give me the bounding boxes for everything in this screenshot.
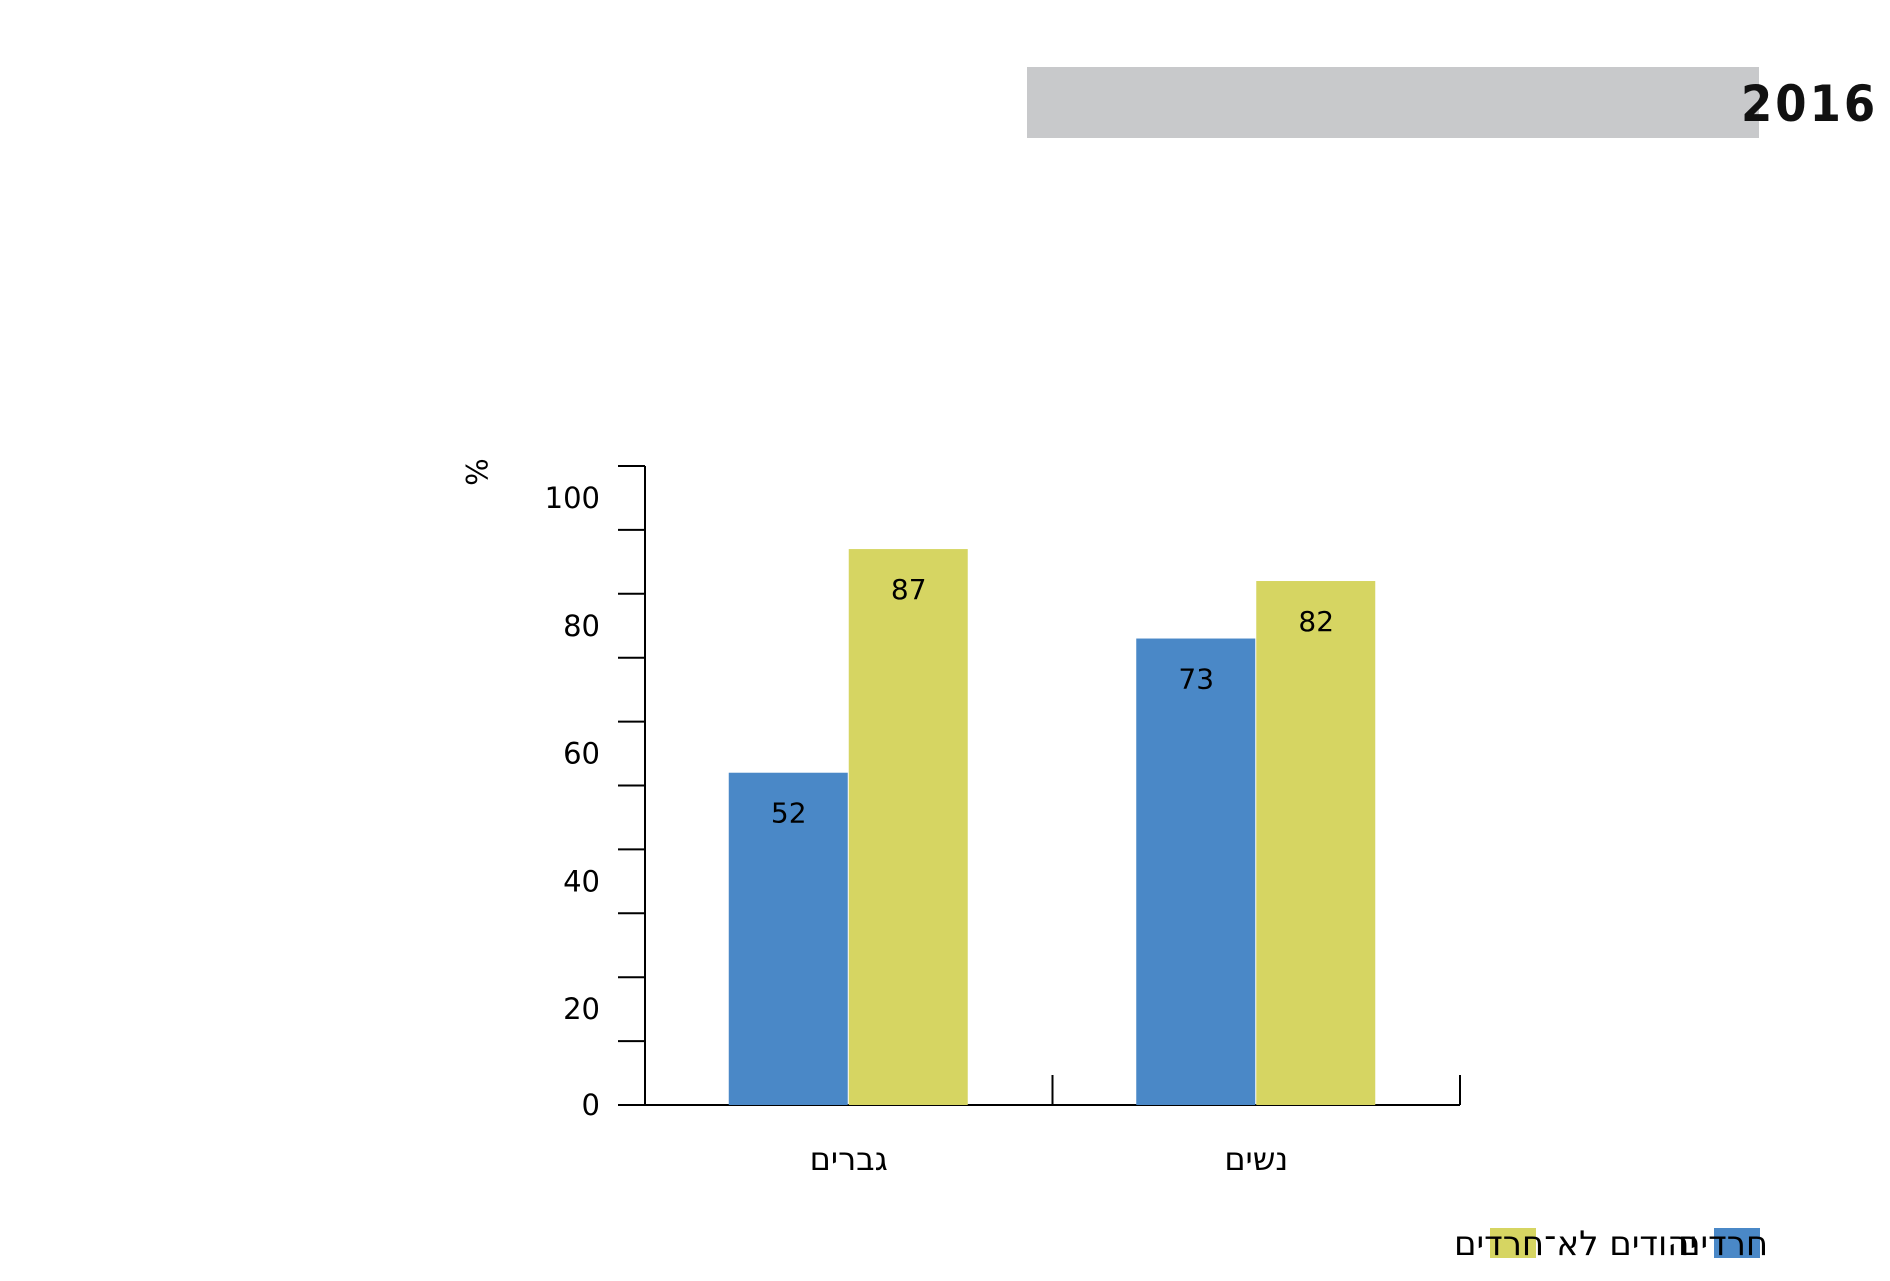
y-tick-label: 0 bbox=[582, 1088, 600, 1122]
y-tick-label: 60 bbox=[563, 737, 600, 771]
chart-title: מועסקים בקרב בני 64-25, 2016 bbox=[1741, 75, 1890, 133]
title-group: מועסקים בקרב בני 64-25, 2016 bbox=[1027, 67, 1890, 138]
x-category-label: נשים bbox=[1224, 1140, 1288, 1178]
plot-area: 0 20 40 60 80 100 52 87 גברים 73 82 נשים bbox=[545, 465, 1461, 1178]
y-tick-label: 100 bbox=[545, 481, 600, 515]
bar bbox=[1256, 581, 1376, 1105]
y-tick-label: 80 bbox=[563, 609, 600, 643]
bar-value-label: 52 bbox=[771, 797, 807, 830]
legend-swatch bbox=[1714, 1228, 1760, 1258]
legend-label: חרדים bbox=[1678, 1224, 1768, 1264]
y-axis-unit-label: % bbox=[459, 458, 493, 486]
y-tick-label: 40 bbox=[563, 864, 600, 898]
title-box bbox=[1027, 67, 1759, 138]
bar bbox=[728, 772, 848, 1105]
bar-value-label: 87 bbox=[891, 573, 927, 606]
legend-swatch bbox=[1490, 1228, 1536, 1258]
x-category-label: גברים bbox=[810, 1140, 888, 1178]
bar bbox=[1136, 638, 1256, 1105]
y-tick-label: 20 bbox=[563, 992, 600, 1026]
bar-value-label: 73 bbox=[1178, 663, 1214, 696]
legend-label: יהודים לא־חרדים bbox=[1454, 1224, 1697, 1264]
bar-value-label: 82 bbox=[1298, 605, 1334, 638]
bar bbox=[848, 549, 968, 1105]
